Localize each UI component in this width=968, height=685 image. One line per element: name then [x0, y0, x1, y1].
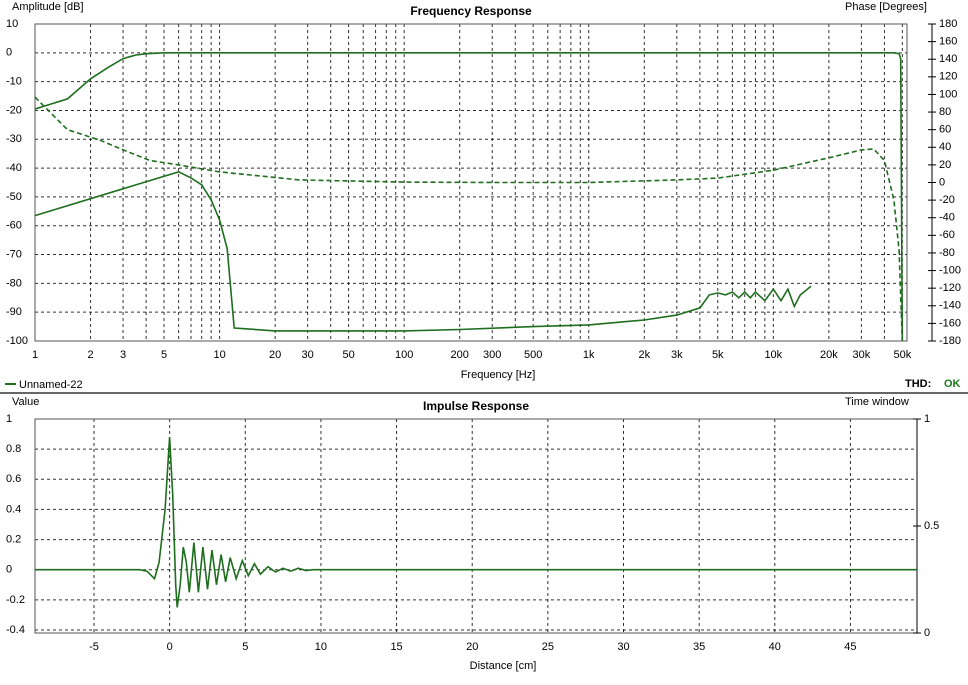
plot-frame: [34, 23, 908, 342]
y-tick-label: -30: [6, 133, 22, 145]
x-tick-label: 10: [213, 349, 225, 361]
x-tick-label: -5: [89, 641, 99, 653]
x-tick-label: 30: [617, 641, 629, 653]
y2-tick-label: -60: [939, 229, 955, 241]
x-tick-label: 5k: [712, 349, 724, 361]
y-tick-label: -80: [6, 277, 22, 289]
x-tick-label: 3k: [671, 349, 683, 361]
y2-tick-label: 0.5: [924, 520, 939, 532]
y2-tick-label: 0: [939, 176, 945, 188]
y2-tick-label: -20: [939, 194, 955, 206]
chart-title: Frequency Response: [410, 4, 532, 18]
x-tick-label: 10: [315, 641, 327, 653]
y-tick-label: 0: [6, 564, 12, 576]
y2-tick-label: -140: [939, 300, 961, 312]
y-tick-label: -100: [6, 335, 28, 347]
y-axis-label: Amplitude [dB]: [12, 1, 84, 13]
x-tick-label: 10k: [764, 349, 782, 361]
y2-tick-label: -160: [939, 317, 961, 329]
y2-tick-label: -80: [939, 247, 955, 259]
x-tick-label: 40: [769, 641, 781, 653]
y2-axis-label: Phase [Degrees]: [845, 1, 927, 13]
x-tick-label: 2: [88, 349, 94, 361]
x-axis-label: Frequency [Hz]: [461, 369, 536, 381]
x-tick-label: 30: [302, 349, 314, 361]
y2-tick-label: -100: [939, 264, 961, 276]
x-tick-label: 25: [542, 641, 554, 653]
chart-title: Impulse Response: [423, 399, 529, 413]
y2-tick-label: 20: [939, 159, 951, 171]
y2-tick-label: 140: [939, 53, 957, 65]
x-tick-label: 300: [483, 349, 501, 361]
x-tick-label: 35: [693, 641, 705, 653]
y2-tick-label: -180: [939, 335, 961, 347]
x-tick-label: 30k: [853, 349, 871, 361]
y2-tick-label: -120: [939, 282, 961, 294]
y2-tick-label: 0: [924, 627, 930, 639]
x-tick-label: 20: [269, 349, 281, 361]
y2-tick-label: 100: [939, 88, 957, 100]
series-line: [34, 170, 812, 332]
y2-tick-label: 80: [939, 106, 951, 118]
thd-status: OK: [944, 378, 961, 390]
y-tick-label: -50: [6, 191, 22, 203]
y-tick-label: -10: [6, 76, 22, 88]
x-tick-label: 0: [167, 641, 173, 653]
y-tick-label: -0.4: [6, 624, 25, 636]
y-tick-label: 0.6: [6, 473, 21, 485]
y2-tick-label: 120: [939, 71, 957, 83]
x-tick-label: 500: [524, 349, 542, 361]
x-tick-label: 2k: [638, 349, 650, 361]
x-tick-label: 50k: [893, 349, 911, 361]
y-tick-label: 0: [6, 47, 12, 59]
x-tick-label: 50: [342, 349, 354, 361]
x-axis-label: Distance [cm]: [470, 660, 537, 672]
y-tick-label: -70: [6, 248, 22, 260]
y-axis-label: Value: [12, 396, 39, 408]
y-tick-label: -90: [6, 306, 22, 318]
thd-label: THD:: [905, 378, 931, 390]
y-tick-label: 0.4: [6, 503, 21, 515]
x-tick-label: 3: [120, 349, 126, 361]
y-tick-label: -40: [6, 162, 22, 174]
y-tick-label: 1: [6, 413, 12, 425]
y2-tick-label: 180: [939, 18, 957, 30]
y2-tick-label: 1: [924, 413, 930, 425]
x-tick-label: 1: [32, 349, 38, 361]
x-tick-label: 45: [844, 641, 856, 653]
x-tick-label: 15: [390, 641, 402, 653]
legend-label: Unnamed-22: [19, 379, 83, 391]
y2-axis-label: Time window: [845, 396, 909, 408]
x-tick-label: 100: [395, 349, 413, 361]
x-tick-label: 5: [161, 349, 167, 361]
series-line: [34, 52, 904, 342]
x-tick-label: 200: [451, 349, 469, 361]
y-tick-label: -20: [6, 104, 22, 116]
x-tick-label: 20k: [820, 349, 838, 361]
y2-tick-label: 40: [939, 141, 951, 153]
y-tick-label: -60: [6, 220, 22, 232]
y-tick-label: -0.2: [6, 594, 25, 606]
y2-tick-label: 60: [939, 124, 951, 136]
series-line: [34, 96, 904, 342]
y-tick-label: 0.8: [6, 443, 21, 455]
y2-tick-label: 160: [939, 36, 957, 48]
series-line: [35, 437, 917, 608]
x-tick-label: 20: [466, 641, 478, 653]
x-tick-label: 5: [242, 641, 248, 653]
y2-tick-label: -40: [939, 212, 955, 224]
x-tick-label: 1k: [583, 349, 595, 361]
y-tick-label: 0.2: [6, 533, 21, 545]
y-tick-label: 10: [6, 18, 18, 30]
